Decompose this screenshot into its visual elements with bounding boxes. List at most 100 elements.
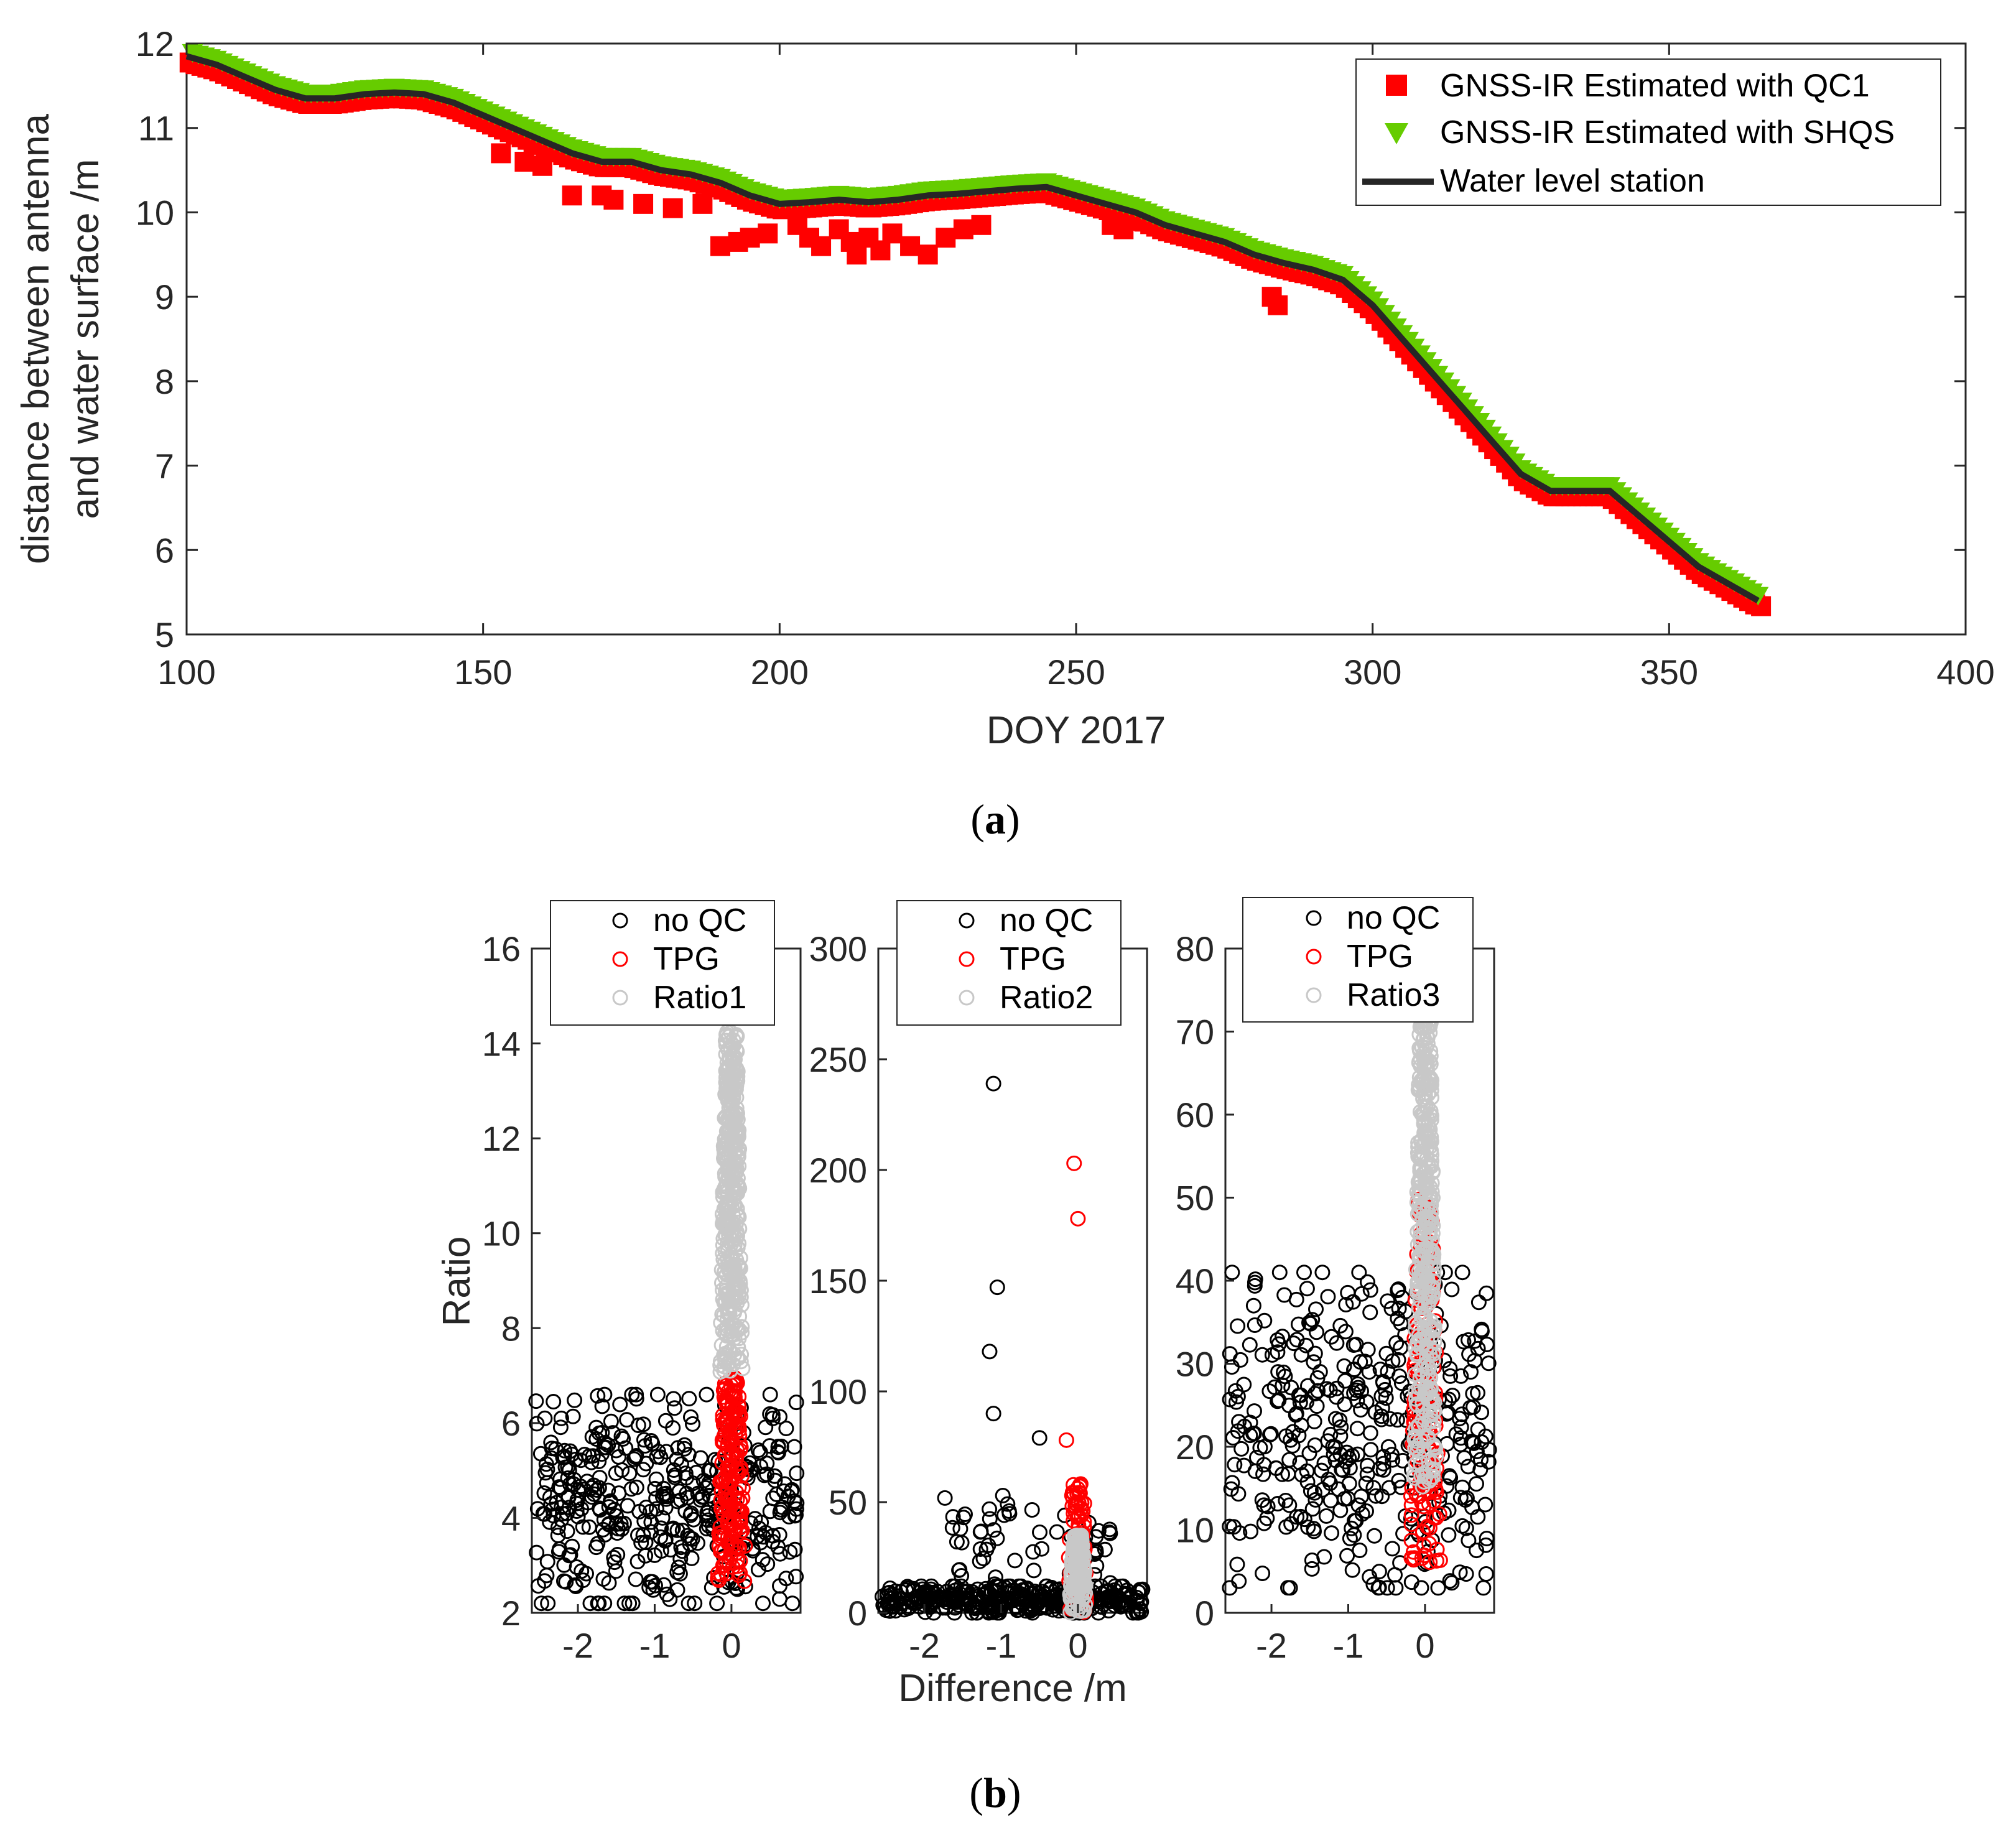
x-tick-label: 250 bbox=[1047, 652, 1105, 692]
scatter-point bbox=[1069, 1486, 1085, 1502]
scatter-point bbox=[1470, 1509, 1486, 1525]
panel-b1-scatter: -2 -1 0 2 4 6 8 10 12 14 16 Ratio bbox=[435, 929, 805, 1665]
scatter-point bbox=[1403, 1488, 1419, 1504]
scatter-point bbox=[1406, 1467, 1422, 1483]
scatter-point bbox=[1071, 1554, 1087, 1570]
y-tick-label: 10 bbox=[136, 193, 174, 232]
scatter-point bbox=[1236, 1457, 1252, 1474]
scatter-point bbox=[1441, 1468, 1457, 1484]
scatter-point bbox=[636, 1432, 652, 1448]
scatter-point bbox=[1458, 1566, 1474, 1582]
scatter-point bbox=[950, 1597, 967, 1613]
scatter-point bbox=[1461, 1533, 1477, 1549]
scatter-point bbox=[1071, 1571, 1087, 1587]
scatter-point bbox=[724, 1074, 740, 1090]
qc1-outlier-marker bbox=[971, 215, 992, 235]
x-tick-label: 200 bbox=[751, 652, 809, 692]
qc1-outlier-marker bbox=[758, 223, 778, 244]
scatter-point bbox=[1361, 1364, 1377, 1380]
scatter-point bbox=[1428, 1510, 1444, 1526]
scatter-point bbox=[1388, 1335, 1405, 1351]
scatter-point bbox=[1424, 1090, 1439, 1106]
scatter-point bbox=[947, 1582, 964, 1599]
scatter-point bbox=[788, 1395, 804, 1411]
scatter-point bbox=[1337, 1454, 1354, 1470]
scatter-point bbox=[718, 1026, 734, 1042]
scatter-point bbox=[1329, 1335, 1345, 1351]
scatter-point bbox=[888, 1603, 904, 1619]
scatter-point bbox=[1278, 1493, 1294, 1508]
scatter-point bbox=[550, 1544, 567, 1560]
scatter-point bbox=[937, 1490, 953, 1506]
scatter-point bbox=[654, 1488, 671, 1505]
scatter-point bbox=[982, 1501, 998, 1517]
scatter-point bbox=[1423, 1194, 1439, 1210]
qc1-outlier-marker bbox=[870, 240, 891, 261]
scatter-point bbox=[1349, 1393, 1365, 1409]
scatter-point bbox=[1283, 1432, 1299, 1448]
y-tick-label: 8 bbox=[501, 1309, 521, 1348]
scatter-point bbox=[1064, 1553, 1080, 1569]
scatter-point bbox=[1132, 1595, 1148, 1612]
y-tick-label: 50 bbox=[1176, 1179, 1214, 1218]
scatter-point bbox=[715, 1382, 732, 1398]
scatter-point bbox=[723, 1042, 739, 1058]
scatter-point bbox=[529, 1544, 545, 1561]
scatter-point bbox=[978, 1541, 995, 1557]
scatter-point bbox=[939, 1584, 955, 1600]
y-tick-label: 150 bbox=[809, 1261, 867, 1301]
scatter-point bbox=[648, 1490, 664, 1506]
scatter-point bbox=[759, 1556, 776, 1572]
scatter-point bbox=[562, 1443, 578, 1459]
scatter-point bbox=[923, 1581, 939, 1597]
scatter-point bbox=[720, 1437, 736, 1453]
panel-a-legend: GNSS-IR Estimated with QC1 GNSS-IR Estim… bbox=[1355, 58, 1941, 206]
y-tick-label: 12 bbox=[136, 24, 174, 63]
scatter-point bbox=[784, 1595, 801, 1612]
scatter-point bbox=[1421, 1296, 1437, 1312]
b3-legend-noqc-marker bbox=[1306, 910, 1322, 926]
scatter-point bbox=[1478, 1537, 1494, 1553]
scatter-point bbox=[1479, 1531, 1495, 1546]
scatter-point bbox=[1276, 1287, 1293, 1303]
panel-b3-ticks: -2 -1 0 0 10 20 30 40 50 60 70 80 bbox=[1176, 929, 1435, 1665]
qc1-outlier-marker bbox=[633, 193, 654, 214]
scatter-point bbox=[722, 1508, 738, 1524]
scatter-point bbox=[952, 1562, 968, 1578]
scatter-point bbox=[772, 1409, 787, 1425]
scatter-point bbox=[1000, 1496, 1016, 1512]
scatter-point bbox=[715, 1237, 731, 1253]
scatter-point bbox=[682, 1507, 699, 1523]
scatter-point bbox=[557, 1442, 573, 1459]
scatter-point bbox=[1448, 1426, 1464, 1442]
scatter-point bbox=[1421, 1536, 1438, 1552]
scatter-point bbox=[649, 1386, 666, 1403]
scatter-point bbox=[569, 1492, 585, 1508]
scatter-point-outlier bbox=[1058, 1432, 1074, 1448]
scatter-point bbox=[781, 1508, 797, 1525]
scatter-point bbox=[972, 1541, 988, 1557]
scatter-point bbox=[730, 1240, 746, 1256]
scatter-point bbox=[575, 1519, 591, 1535]
scatter-point bbox=[626, 1451, 642, 1467]
scatter-point bbox=[716, 1414, 732, 1431]
scatter-point bbox=[1300, 1378, 1316, 1394]
scatter-point bbox=[1000, 1594, 1016, 1610]
scatter-point bbox=[672, 1551, 689, 1567]
scatter-point bbox=[1301, 1315, 1317, 1331]
scatter-point bbox=[1067, 1504, 1084, 1520]
b3-legend-ratio-marker bbox=[1306, 987, 1322, 1003]
panel-b2-legend: no QC TPG Ratio2 bbox=[896, 900, 1122, 1026]
scatter-point bbox=[711, 1538, 727, 1554]
scatter-point bbox=[528, 1393, 544, 1409]
scatter-point bbox=[772, 1546, 788, 1562]
y-tick-label: 70 bbox=[1176, 1013, 1214, 1052]
y-tick-label: 30 bbox=[1176, 1345, 1214, 1384]
scatter-point bbox=[1380, 1363, 1396, 1380]
scatter-point bbox=[1473, 1452, 1489, 1468]
scatter-point bbox=[1232, 1352, 1248, 1368]
scatter-point bbox=[1444, 1575, 1460, 1591]
scatter-point bbox=[1391, 1301, 1407, 1317]
scatter-point bbox=[715, 1472, 732, 1488]
scatter-point bbox=[597, 1526, 613, 1543]
